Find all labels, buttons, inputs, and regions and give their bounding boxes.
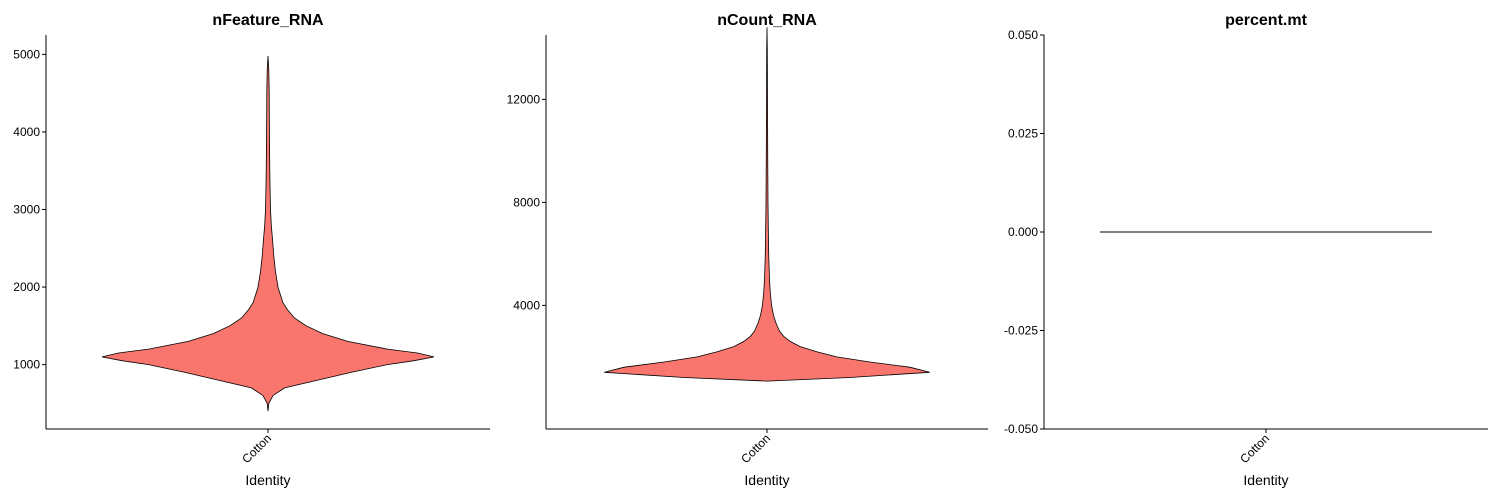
y-tick-label: -0.050: [1004, 422, 1038, 436]
y-tick-label: 8000: [513, 195, 540, 209]
chart-panel-3: percent.mt -0.050 -0.025 0.000 0.025 0.050 Cot…: [1004, 12, 1488, 488]
x-tick-label: Cotton: [738, 431, 773, 466]
y-tick-label: 12000: [507, 92, 541, 106]
y-tick-label: 0.000: [1008, 225, 1038, 239]
violin-shape: [101, 55, 435, 412]
y-tick-label: 4000: [513, 298, 540, 312]
y-tick-label: 4000: [13, 125, 40, 139]
y-tick-label: -0.025: [1004, 324, 1038, 338]
panel-title: nCount_RNA: [717, 12, 817, 29]
chart-panel-2: nCount_RNA 4000 8000 12000 Cotton Identity: [507, 12, 988, 488]
y-tick-label: 2000: [13, 280, 40, 294]
panel-title: nFeature_RNA: [212, 12, 324, 29]
violin-shape: [604, 27, 930, 382]
chart-panel-1: nFeature_RNA 1000 2000 3000 4000 5000 Cotton Id…: [13, 12, 490, 488]
y-tick-label: 3000: [13, 203, 40, 217]
x-tick-label: Cotton: [239, 431, 274, 466]
y-tick-label: 1000: [13, 358, 40, 372]
x-axis-title: Identity: [744, 472, 789, 488]
x-axis-title: Identity: [245, 472, 290, 488]
y-tick-label: 0.050: [1008, 28, 1038, 42]
x-tick-label: Cotton: [1237, 431, 1272, 466]
y-tick-label: 0.025: [1008, 127, 1038, 141]
panel-title: percent.mt: [1225, 12, 1307, 29]
x-axis-title: Identity: [1243, 472, 1288, 488]
y-tick-label: 5000: [13, 47, 40, 61]
